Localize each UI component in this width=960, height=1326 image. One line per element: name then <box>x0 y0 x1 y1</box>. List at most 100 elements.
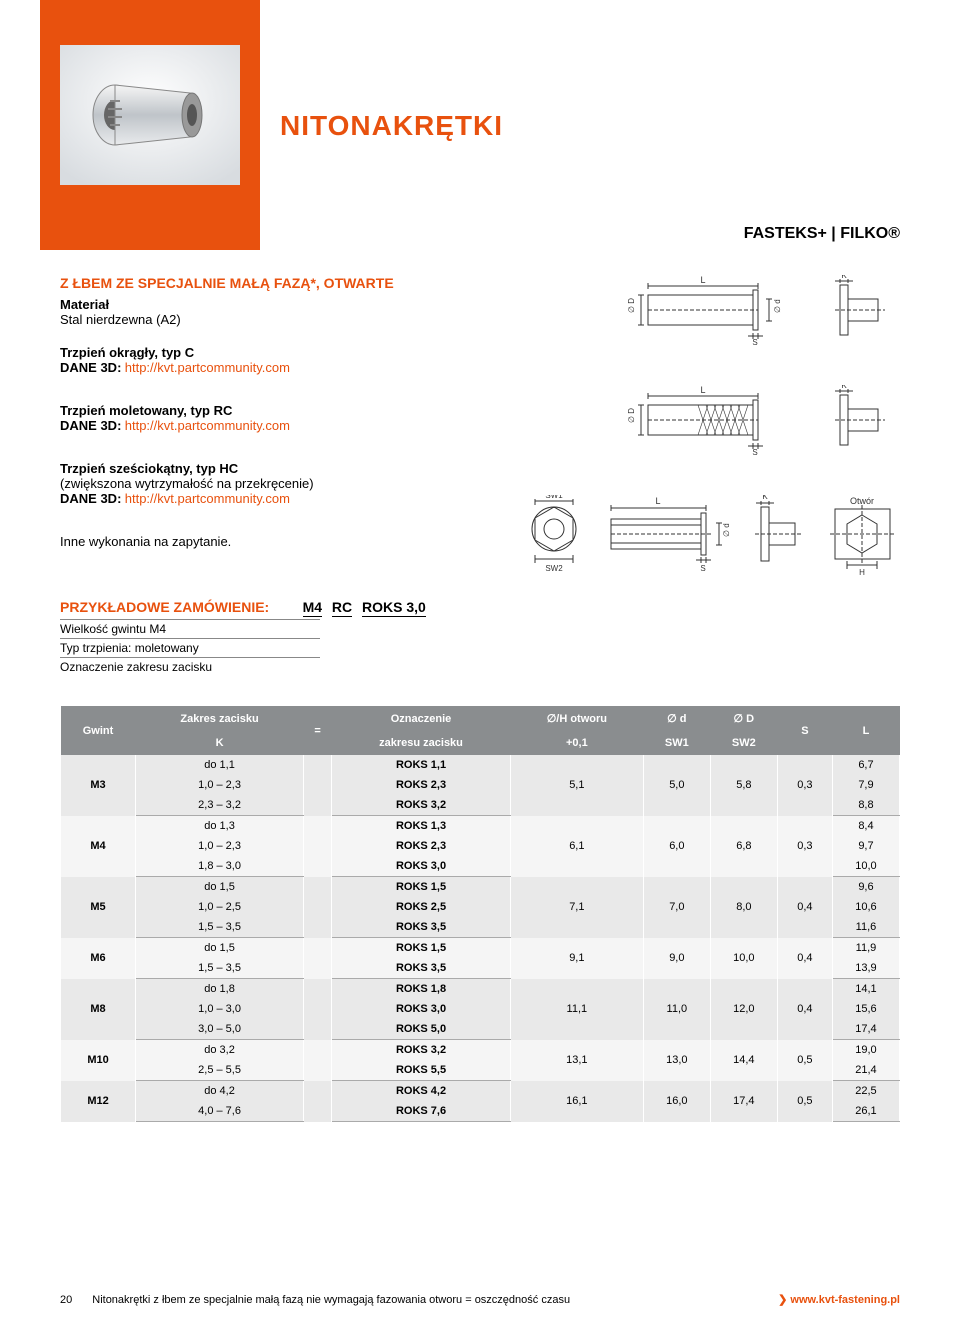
col-d: ∅ d <box>643 706 710 731</box>
cell-zakres: 1,5 – 3,5 <box>136 958 304 979</box>
cell-d: 6,0 <box>643 816 710 877</box>
cell-L: 11,6 <box>832 917 899 938</box>
cell-ozn: ROKS 1,5 <box>332 938 511 959</box>
cell-ozn: ROKS 3,2 <box>332 795 511 816</box>
cell-gwint: M3 <box>61 755 136 816</box>
cell-d: 5,0 <box>643 755 710 816</box>
cell-zakres: 1,5 – 3,5 <box>136 917 304 938</box>
diagram-side-c: L ∅ D ∅ d S <box>628 275 798 345</box>
dane-link[interactable]: http://kvt.partcommunity.com <box>125 360 290 375</box>
cell-L: 14,1 <box>832 979 899 1000</box>
col-ozn-sub: zakresu zacisku <box>332 731 511 755</box>
cell-d: 11,0 <box>643 979 710 1040</box>
technical-diagrams: L ∅ D ∅ d S <box>480 275 900 615</box>
cell-ozn: ROKS 2,3 <box>332 836 511 856</box>
cell-S: 0,4 <box>777 979 832 1040</box>
dane-link[interactable]: http://kvt.partcommunity.com <box>125 418 290 433</box>
cell-h: 11,1 <box>510 979 643 1040</box>
cell-ozn: ROKS 2,5 <box>332 897 511 917</box>
cell-gwint: M4 <box>61 816 136 877</box>
cell-L: 26,1 <box>832 1101 899 1122</box>
cell-D: 6,8 <box>710 816 777 877</box>
table-row: M5do 1,5ROKS 1,57,17,08,00,49,6 <box>61 877 900 898</box>
cell-d: 7,0 <box>643 877 710 938</box>
diagram-head-hc: K <box>743 495 813 575</box>
table-row: M4do 1,3ROKS 1,36,16,06,80,38,4 <box>61 816 900 837</box>
svg-text:K: K <box>762 495 768 501</box>
cell-eq <box>304 755 332 816</box>
svg-text:SW1: SW1 <box>545 495 563 500</box>
dane-link[interactable]: http://kvt.partcommunity.com <box>125 491 290 506</box>
table-row: M3do 1,1ROKS 1,15,15,05,80,36,7 <box>61 755 900 775</box>
cell-L: 8,4 <box>832 816 899 837</box>
cell-zakres: do 1,5 <box>136 877 304 898</box>
page-number: 20 <box>60 1294 72 1306</box>
cell-L: 6,7 <box>832 755 899 775</box>
order-line: Wielkość gwintu M4 <box>60 619 320 638</box>
col-D-sub: SW2 <box>710 731 777 755</box>
cell-S: 0,4 <box>777 938 832 979</box>
cell-ozn: ROKS 1,1 <box>332 755 511 775</box>
svg-text:K: K <box>841 385 847 390</box>
cell-L: 15,6 <box>832 999 899 1019</box>
cell-D: 10,0 <box>710 938 777 979</box>
cell-L: 21,4 <box>832 1060 899 1081</box>
cell-D: 5,8 <box>710 755 777 816</box>
cell-zakres: do 1,5 <box>136 938 304 959</box>
svg-text:SW2: SW2 <box>545 564 563 573</box>
cell-L: 10,0 <box>832 856 899 877</box>
cell-h: 6,1 <box>510 816 643 877</box>
cell-ozn: ROKS 1,8 <box>332 979 511 1000</box>
cell-L: 22,5 <box>832 1081 899 1102</box>
svg-text:∅ D: ∅ D <box>628 408 636 423</box>
page-footer: 20 Nitonakrętki z łbem ze specjalnie mał… <box>60 1293 900 1306</box>
footer-url: www.kvt-fastening.pl <box>778 1293 900 1306</box>
cell-eq <box>304 938 332 979</box>
order-code: M4 RC ROKS 3,0 <box>303 599 432 615</box>
order-line: Typ trzpienia: moletowany <box>60 638 320 657</box>
col-D: ∅ D <box>710 706 777 731</box>
cell-zakres: do 1,1 <box>136 755 304 775</box>
svg-text:S: S <box>700 564 705 573</box>
cell-d: 9,0 <box>643 938 710 979</box>
diagram-hole-hc: Otwór H <box>825 495 900 575</box>
cell-eq <box>304 1040 332 1081</box>
col-h: ∅/H otworu <box>510 706 643 731</box>
cell-d: 16,0 <box>643 1081 710 1122</box>
svg-text:Otwór: Otwór <box>850 496 874 506</box>
cell-h: 16,1 <box>510 1081 643 1122</box>
svg-text:S: S <box>752 448 757 455</box>
cell-S: 0,5 <box>777 1040 832 1081</box>
svg-text:S: S <box>752 338 757 345</box>
cell-L: 17,4 <box>832 1019 899 1040</box>
cell-ozn: ROKS 5,0 <box>332 1019 511 1040</box>
cell-L: 7,9 <box>832 775 899 795</box>
cell-eq <box>304 1081 332 1122</box>
diagram-side-rc: L ∅ D S <box>628 385 798 455</box>
cell-ozn: ROKS 5,5 <box>332 1060 511 1081</box>
cell-gwint: M10 <box>61 1040 136 1081</box>
diagram-head-c: K <box>810 275 900 345</box>
cell-zakres: do 1,8 <box>136 979 304 1000</box>
cell-zakres: 4,0 – 7,6 <box>136 1101 304 1122</box>
cell-eq <box>304 816 332 877</box>
cell-gwint: M5 <box>61 877 136 938</box>
cell-zakres: do 4,2 <box>136 1081 304 1102</box>
dane-label: DANE 3D: <box>60 360 121 375</box>
cell-D: 17,4 <box>710 1081 777 1122</box>
cell-D: 8,0 <box>710 877 777 938</box>
cell-D: 14,4 <box>710 1040 777 1081</box>
svg-text:∅ d: ∅ d <box>722 523 731 537</box>
svg-text:∅ D: ∅ D <box>628 298 636 313</box>
order-part-range: ROKS 3,0 <box>362 599 426 617</box>
cell-S: 0,3 <box>777 755 832 816</box>
cell-h: 9,1 <box>510 938 643 979</box>
dane-label: DANE 3D: <box>60 491 121 506</box>
cell-ozn: ROKS 3,5 <box>332 917 511 938</box>
svg-text:L: L <box>655 496 660 506</box>
diagram-side-hc: L ∅ d S <box>601 495 731 575</box>
table-row: M10do 3,2ROKS 3,213,113,014,40,519,0 <box>61 1040 900 1061</box>
cell-S: 0,3 <box>777 816 832 877</box>
order-title: PRZYKŁADOWE ZAMÓWIENIE: <box>60 599 269 615</box>
diagram-head-rc: K <box>810 385 900 455</box>
